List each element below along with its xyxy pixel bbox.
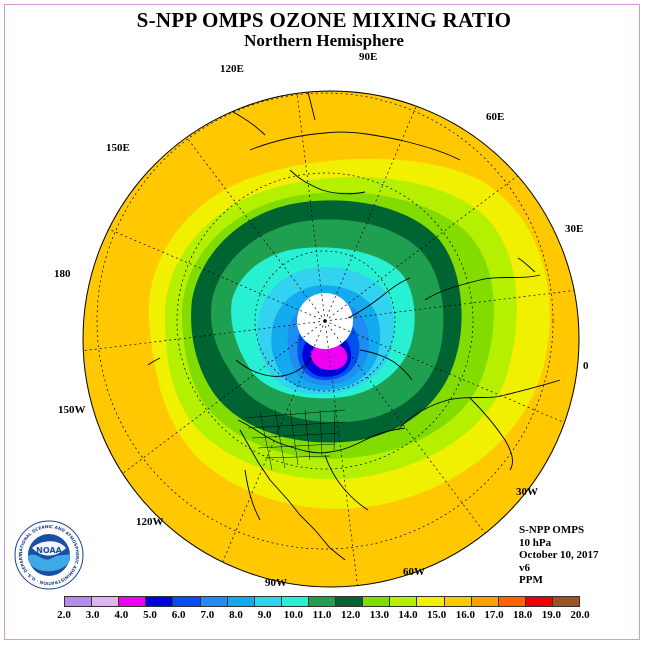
- longitude-label-60e: 60E: [486, 111, 505, 123]
- colorbar-tick-label: 2.0: [57, 609, 71, 621]
- colorbar-tick-label: 9.0: [257, 609, 272, 621]
- meridian-line: [85, 320, 326, 502]
- colorbar-tick-label: 4.0: [114, 609, 129, 621]
- product-info: S-NPP OMPS 10 hPa October 10, 2017 v6 PP…: [519, 524, 599, 587]
- figure-frame: [4, 4, 640, 640]
- colorbar-segment: [444, 597, 472, 606]
- longitude-label-30e: 30E: [565, 223, 584, 235]
- colorbar-tick-label: 16.0: [455, 609, 475, 621]
- map-title: S-NPP OMPS OZONE MIXING RATIO: [136, 8, 512, 32]
- colorbar-tick-label: 17.0: [484, 609, 504, 621]
- colorbar-segment: [363, 597, 391, 606]
- colorbar-segment: [336, 597, 364, 606]
- colorbar-segment: [417, 597, 445, 606]
- meridian-line: [288, 91, 326, 322]
- meridian-line: [324, 284, 579, 322]
- us-state-grid: [244, 409, 346, 471]
- info-level: 10 hPa: [519, 536, 552, 549]
- colorbar-tick-label: 5.0: [143, 609, 157, 621]
- longitude-label-150w: 150W: [58, 404, 86, 416]
- colorbar-segment: [254, 597, 282, 606]
- colorbar-segment: [308, 597, 337, 606]
- colorbar-segment: [119, 597, 147, 606]
- info-units: PPM: [519, 574, 543, 586]
- colorbar-segment: [227, 597, 255, 606]
- longitude-label-0: 0: [583, 360, 589, 372]
- colorbar-segment: [200, 597, 228, 606]
- colorbar-tick-label: 19.0: [541, 609, 561, 621]
- colorbar-segment: [281, 597, 309, 606]
- meridian-line: [324, 320, 362, 587]
- map-boundary: [82, 90, 580, 588]
- colorbar-tick-label: 18.0: [513, 609, 533, 621]
- longitude-label-150e: 150E: [106, 142, 130, 154]
- longitude-label-90w: 90W: [265, 577, 287, 589]
- ozone-field: [83, 91, 579, 587]
- colorbar-tick-label: 6.0: [171, 609, 186, 621]
- meridian-line: [324, 320, 579, 439]
- meridian-line: [207, 320, 326, 587]
- coastlines: [147, 91, 561, 561]
- logo-text: NOAA: [36, 546, 62, 555]
- colorbar-segment: [471, 597, 499, 606]
- colorbar-tick-label: 14.0: [398, 609, 418, 621]
- meridian-line: [83, 203, 326, 322]
- longitude-label-30w: 30W: [516, 486, 538, 498]
- colorbar-tick-label: 20.0: [570, 609, 590, 621]
- longitude-label-180: 180: [54, 268, 71, 280]
- colorbar-tick-label: 3.0: [85, 609, 100, 621]
- colorbar-segment: [65, 597, 93, 606]
- info-date: October 10, 2017: [519, 549, 599, 561]
- colorbar-tick-label: 10.0: [283, 609, 303, 621]
- noaa-logo: NATIONAL OCEANIC AND ATMOSPHERIC ADMINIS…: [14, 520, 84, 590]
- longitude-label-120e: 120E: [220, 63, 244, 75]
- meridian-line: [83, 320, 326, 358]
- colorbar-segment: [525, 597, 553, 606]
- colorbar-tick-labels: 2.0 3.0 4.0 5.0 6.0 7.0 8.0 9.0 10.0 11.0 12.0 13.0…: [0, 609, 648, 623]
- colorbar-segment: [92, 597, 120, 606]
- colorbar: [64, 596, 580, 607]
- colorbar-segment: [552, 597, 580, 606]
- colorbar-tick-label: 12.0: [341, 609, 361, 621]
- graticule: [96, 92, 554, 550]
- colorbar-segment: [390, 597, 418, 606]
- colorbar-tick-label: 11.0: [312, 609, 332, 621]
- longitude-label-90e: 90E: [359, 51, 378, 63]
- colorbar-tick-label: 13.0: [369, 609, 389, 621]
- map-subtitle: Northern Hemisphere: [244, 31, 404, 50]
- colorbar-tick-label: 7.0: [200, 609, 215, 621]
- meridian-line: [324, 91, 443, 322]
- info-version: v6: [519, 561, 530, 574]
- meridians: [83, 91, 579, 587]
- colorbar-segment: [173, 597, 201, 606]
- colorbar-segment: [146, 597, 174, 606]
- longitude-label-120w: 120W: [136, 516, 164, 528]
- colorbar-tick-label: 8.0: [229, 609, 243, 621]
- contour-band-magenta: [310, 342, 348, 370]
- colorbar-tick-label: 15.0: [427, 609, 447, 621]
- longitude-label-60w: 60W: [403, 566, 425, 578]
- meridian-line: [144, 91, 326, 322]
- info-instrument: S-NPP OMPS: [519, 524, 585, 536]
- colorbar-segment: [498, 597, 526, 606]
- meridian-line: [324, 320, 506, 561]
